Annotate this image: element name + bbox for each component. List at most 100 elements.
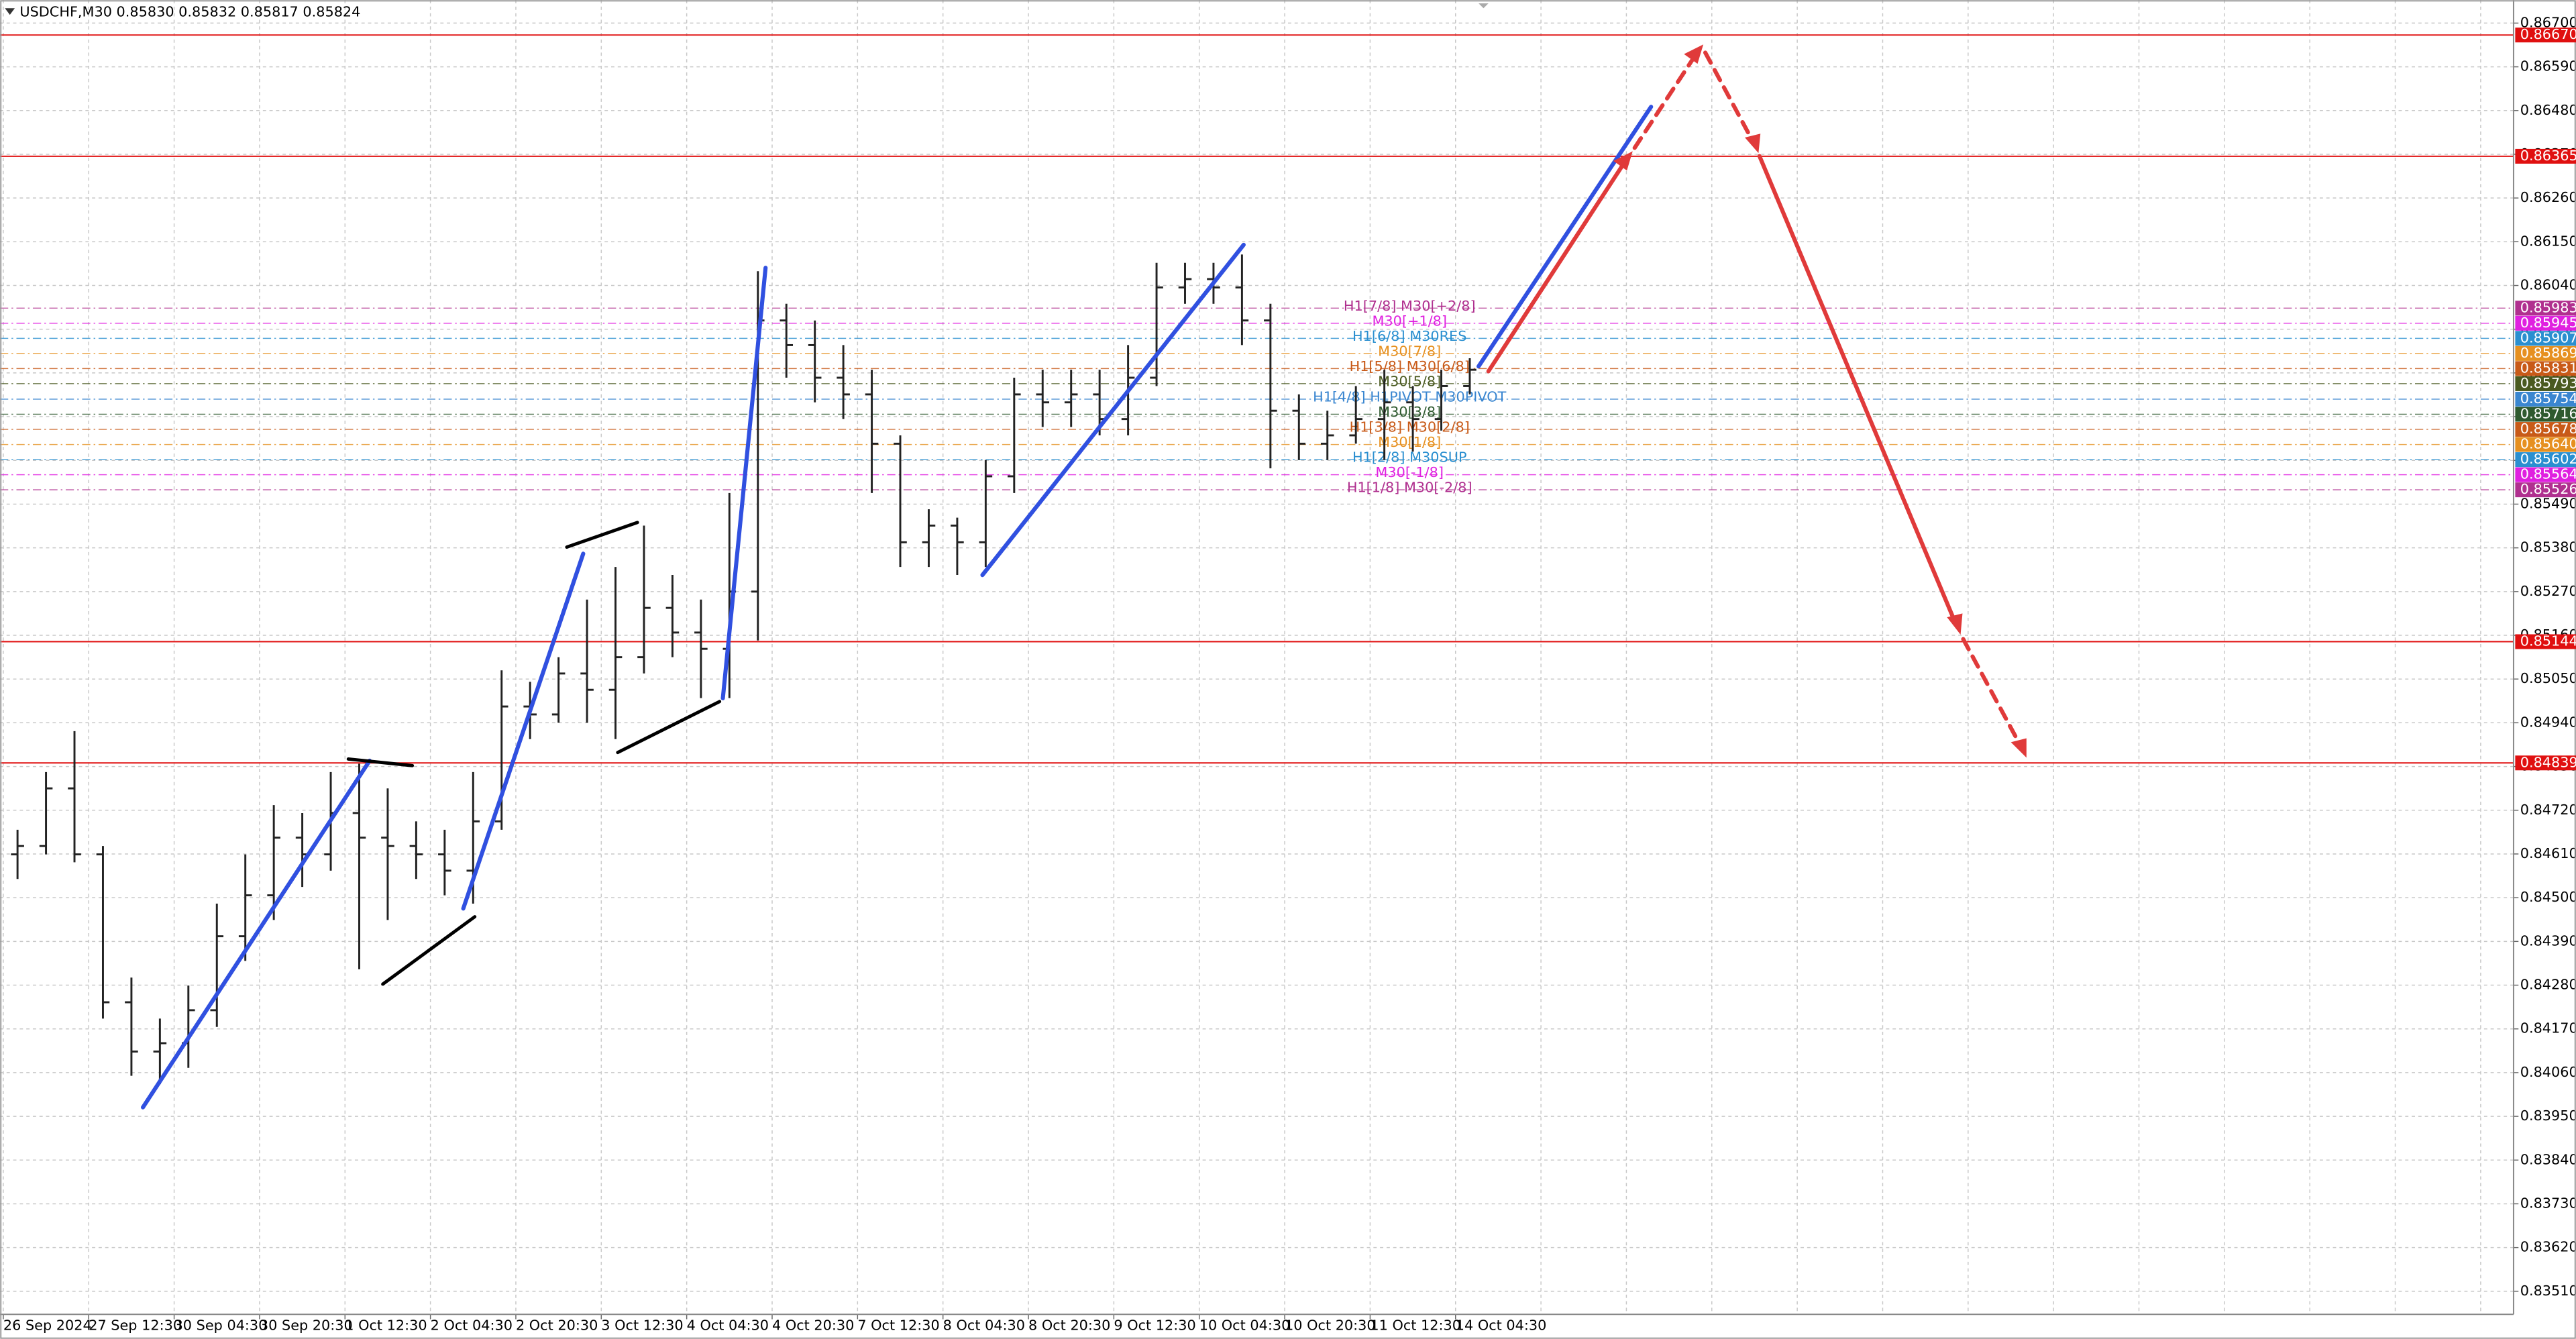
x-tick-label: 4 Oct 04:30 [687, 1317, 769, 1333]
price-tag-label: 0.85564 [2520, 466, 2576, 482]
murrey-level-text: H1[5/8] M30[6/8] [1350, 358, 1470, 374]
x-tick-label: 2 Oct 20:30 [516, 1317, 598, 1333]
arrow-head [1947, 613, 1963, 635]
trend-line [1477, 105, 1654, 369]
price-tag-label: 0.86365 [2520, 148, 2576, 164]
price-tag-label: 0.85602 [2520, 451, 2576, 467]
x-tick-label: 7 Oct 12:30 [857, 1317, 939, 1333]
forecast-arrow [1757, 154, 1959, 629]
price-tag [2515, 28, 2576, 43]
price-tag-label: 0.85869 [2520, 345, 2576, 361]
murrey-level-text: H1[7/8] M30[+2/8] [1344, 298, 1476, 314]
y-tick-label: 0.83950 [2520, 1108, 2576, 1124]
x-tick-label: 9 Oct 12:30 [1114, 1317, 1195, 1333]
x-tick-label: 1 Oct 12:30 [345, 1317, 427, 1333]
trend-line [720, 266, 768, 700]
murrey-level-text: M30[5/8] [1378, 373, 1441, 389]
price-tag [2515, 452, 2576, 468]
price-tag [2515, 392, 2576, 407]
murrey-level-text: H1[3/8] M30[2/8] [1350, 419, 1470, 435]
price-tag [2515, 301, 2576, 316]
murrey-level-text: H1[2/8] M30SUP [1352, 449, 1467, 466]
price-tag-label: 0.85716 [2520, 406, 2576, 422]
x-tick-label: 2 Oct 04:30 [431, 1317, 513, 1333]
price-tag-label: 0.85907 [2520, 329, 2576, 345]
bar-layer [11, 254, 1477, 1085]
murrey-level-text: M30[+1/8] [1372, 313, 1447, 329]
murrey-level-text: M30[3/8] [1378, 404, 1441, 420]
y-tick-label: 0.86040 [2520, 277, 2576, 293]
y-tick-label: 0.84500 [2520, 889, 2576, 905]
price-tag [2515, 407, 2576, 422]
x-tick-label: 30 Sep 04:30 [174, 1317, 268, 1333]
y-tick-label: 0.83510 [2520, 1283, 2576, 1299]
trend-line [346, 757, 415, 767]
x-tick-label: 11 Oct 12:30 [1370, 1317, 1461, 1333]
y-tick-label: 0.86480 [2520, 102, 2576, 118]
y-tick-label: 0.84170 [2520, 1020, 2576, 1036]
price-tag-label: 0.85526 [2520, 481, 2576, 497]
price-tag-label: 0.84839 [2520, 754, 2576, 770]
price-tag [2515, 467, 2576, 482]
y-tick-label: 0.84390 [2520, 932, 2576, 949]
y-tick-label: 0.83730 [2520, 1195, 2576, 1211]
trend-line [980, 242, 1246, 578]
price-tag-label: 0.85831 [2520, 360, 2576, 376]
x-tick-label: 14 Oct 04:30 [1456, 1317, 1547, 1333]
y-tick-label: 0.84280 [2520, 977, 2576, 993]
x-tick-label: 10 Oct 20:30 [1285, 1317, 1376, 1333]
arrow-head [2010, 738, 2027, 758]
price-tag-label: 0.85640 [2520, 436, 2576, 452]
murrey-level-text: H1[1/8] M30[-2/8] [1347, 480, 1472, 496]
price-tag-label: 0.85945 [2520, 315, 2576, 331]
price-tag [2515, 376, 2576, 391]
trend-line [565, 521, 639, 549]
x-tick-label: 27 Sep 12:30 [89, 1317, 182, 1333]
y-tick-label: 0.84940 [2520, 714, 2576, 730]
forecast-arrow [1703, 50, 1757, 147]
y-tick-label: 0.83620 [2520, 1239, 2576, 1255]
arrow-head [1613, 151, 1633, 171]
forecast-arrow [1632, 50, 1699, 150]
x-tick-label: 8 Oct 04:30 [943, 1317, 1025, 1333]
murrey-level-text: M30[7/8] [1378, 343, 1441, 359]
y-tick-label: 0.84610 [2520, 845, 2576, 861]
price-tag [2515, 331, 2576, 346]
price-tag [2515, 148, 2576, 164]
price-tag-label: 0.85144 [2520, 633, 2576, 649]
price-tag [2515, 482, 2576, 498]
murrey-level-text: H1[6/8] M30RES [1352, 328, 1466, 344]
x-tick-label: 30 Sep 20:30 [260, 1317, 353, 1333]
trend-line [616, 700, 722, 755]
x-tick-label: 3 Oct 12:30 [601, 1317, 683, 1333]
forecast-arrow [1486, 157, 1629, 374]
price-tag-label: 0.85983 [2520, 299, 2576, 315]
y-tick-label: 0.84720 [2520, 802, 2576, 818]
y-tick-label: 0.86590 [2520, 58, 2576, 74]
shift-marker [1479, 3, 1489, 9]
price-tag-label: 0.86670 [2520, 26, 2576, 42]
y-tick-label: 0.86150 [2520, 233, 2576, 249]
y-tick-label: 0.84060 [2520, 1064, 2576, 1080]
y-tick-label: 0.85380 [2520, 539, 2576, 555]
price-tag [2515, 315, 2576, 331]
price-tag-label: 0.85754 [2520, 390, 2576, 407]
symbol-menu-icon[interactable] [5, 8, 15, 15]
drawings [141, 44, 2027, 1110]
trend-line [381, 915, 477, 986]
trend-line [461, 551, 586, 911]
price-tag [2515, 437, 2576, 452]
x-tick-label: 4 Oct 20:30 [772, 1317, 854, 1333]
x-tick-label: 8 Oct 20:30 [1028, 1317, 1110, 1333]
arrow-head [1684, 44, 1704, 64]
price-tag [2515, 634, 2576, 649]
y-tick-label: 0.83840 [2520, 1151, 2576, 1167]
level-layer: H1[7/8] M30[+2/8]M30[+1/8]H1[6/8] M30RES… [0, 34, 2514, 764]
y-tick-label: 0.85270 [2520, 583, 2576, 599]
price-tag [2515, 361, 2576, 376]
forecast-arrow [1961, 637, 2025, 751]
